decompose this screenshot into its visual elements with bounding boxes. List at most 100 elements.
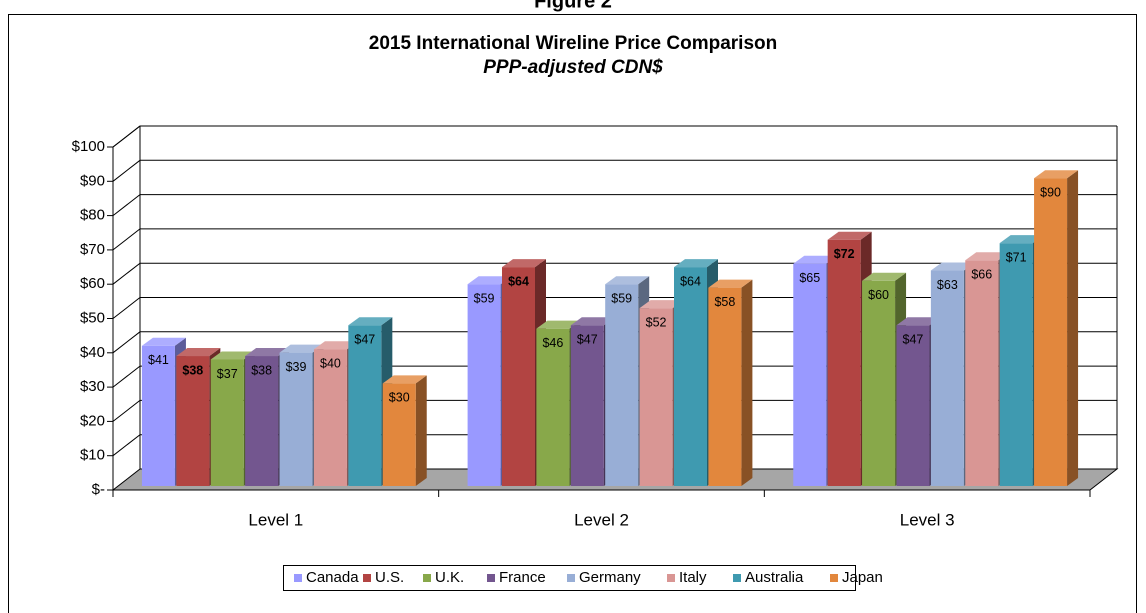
data-label: $39 bbox=[286, 360, 307, 374]
bar-top bbox=[570, 317, 615, 326]
bar bbox=[467, 284, 501, 486]
y-tick-label: $100 bbox=[72, 138, 105, 155]
legend-label: U.S. bbox=[375, 569, 404, 586]
data-label: $38 bbox=[182, 363, 203, 377]
left-wall-top bbox=[112, 125, 141, 148]
y-tick-label: $30 bbox=[80, 378, 105, 395]
bar bbox=[674, 267, 707, 486]
data-label: $41 bbox=[148, 353, 169, 367]
bar-side bbox=[1067, 170, 1079, 486]
bar-side bbox=[415, 375, 427, 486]
legend-label: Germany bbox=[579, 569, 641, 586]
x-tick-label: Level 2 bbox=[574, 510, 629, 529]
bar bbox=[896, 325, 930, 486]
bar-top bbox=[674, 259, 718, 268]
bar-top bbox=[708, 279, 753, 288]
bar-top bbox=[999, 235, 1044, 244]
data-label: $66 bbox=[971, 268, 992, 282]
bar bbox=[210, 359, 244, 486]
bar bbox=[141, 345, 175, 486]
data-label: $30 bbox=[389, 391, 410, 405]
bar bbox=[536, 328, 570, 486]
bar bbox=[176, 356, 210, 486]
bar-top bbox=[210, 351, 255, 360]
bar bbox=[639, 308, 673, 486]
data-label: $37 bbox=[217, 367, 238, 381]
y-tick-label: $- bbox=[92, 481, 105, 498]
bar bbox=[965, 260, 999, 486]
bar-top bbox=[965, 252, 1010, 261]
bar-top bbox=[605, 276, 650, 285]
data-label: $65 bbox=[799, 271, 820, 285]
bar bbox=[862, 280, 896, 486]
data-label: $59 bbox=[474, 292, 495, 306]
bar-top bbox=[639, 300, 684, 309]
figure-heading: Figure 2 bbox=[534, 0, 612, 12]
legend-swatch bbox=[487, 574, 495, 582]
bar-top bbox=[1034, 170, 1079, 179]
bar-top bbox=[245, 348, 290, 357]
data-label: $58 bbox=[714, 295, 735, 309]
bar bbox=[502, 267, 535, 486]
x-tick-label: Level 3 bbox=[900, 510, 955, 529]
bar bbox=[999, 243, 1033, 486]
bar bbox=[827, 239, 861, 486]
bar bbox=[313, 349, 347, 486]
bar-top bbox=[313, 341, 358, 350]
data-label: $59 bbox=[611, 292, 632, 306]
legend-label: Australia bbox=[745, 569, 804, 586]
legend-swatch bbox=[567, 574, 575, 582]
bar-top bbox=[896, 317, 941, 326]
legend-label: Italy bbox=[679, 569, 707, 586]
bar bbox=[930, 270, 964, 486]
data-label: $46 bbox=[542, 336, 563, 350]
y-tick-label: $40 bbox=[80, 344, 105, 361]
data-label: $63 bbox=[937, 278, 958, 292]
data-label: $47 bbox=[903, 333, 924, 347]
data-label: $64 bbox=[508, 274, 529, 288]
legend-label: Japan bbox=[842, 569, 883, 586]
legend-label: Canada bbox=[306, 569, 359, 586]
legend-label: U.K. bbox=[435, 569, 464, 586]
legend-swatch bbox=[294, 574, 302, 582]
bar bbox=[1034, 178, 1068, 486]
y-tick-label: $50 bbox=[80, 309, 105, 326]
x-tick-label: Level 1 bbox=[248, 510, 303, 529]
y-tick-label: $60 bbox=[80, 275, 105, 292]
bar bbox=[245, 356, 279, 486]
bar-top bbox=[827, 231, 872, 240]
legend-swatch bbox=[830, 574, 838, 582]
legend-swatch bbox=[423, 574, 431, 582]
data-label: $47 bbox=[577, 333, 598, 347]
bar bbox=[382, 383, 416, 486]
legend-label: France bbox=[499, 569, 546, 586]
bar-top bbox=[862, 272, 907, 281]
bar bbox=[708, 287, 742, 486]
data-label: $72 bbox=[834, 247, 855, 261]
bar-top bbox=[467, 276, 512, 285]
y-tick-label: $80 bbox=[80, 207, 105, 224]
bar-top bbox=[279, 344, 324, 353]
y-tick-label: $70 bbox=[80, 241, 105, 258]
bar-top bbox=[348, 317, 393, 326]
bar bbox=[793, 263, 827, 486]
legend-swatch bbox=[363, 574, 371, 582]
bar bbox=[279, 352, 313, 486]
data-label: $52 bbox=[646, 315, 667, 329]
data-label: $90 bbox=[1040, 185, 1061, 199]
chart-subtitle: PPP-adjusted CDN$ bbox=[483, 57, 663, 78]
y-tick-label: $10 bbox=[80, 447, 105, 464]
y-tick-label: $90 bbox=[80, 172, 105, 189]
data-label: $47 bbox=[354, 333, 375, 347]
bar-top bbox=[502, 259, 546, 268]
data-label: $64 bbox=[680, 274, 701, 288]
bar-side bbox=[741, 279, 753, 486]
bar-top bbox=[536, 320, 581, 329]
bar bbox=[605, 284, 639, 486]
data-label: $40 bbox=[320, 356, 341, 370]
chart-title: 2015 International Wireline Price Compar… bbox=[369, 33, 777, 54]
data-label: $71 bbox=[1006, 250, 1027, 264]
bar-top bbox=[141, 337, 186, 346]
bar-top bbox=[382, 375, 427, 384]
y-tick-label: $20 bbox=[80, 412, 105, 429]
